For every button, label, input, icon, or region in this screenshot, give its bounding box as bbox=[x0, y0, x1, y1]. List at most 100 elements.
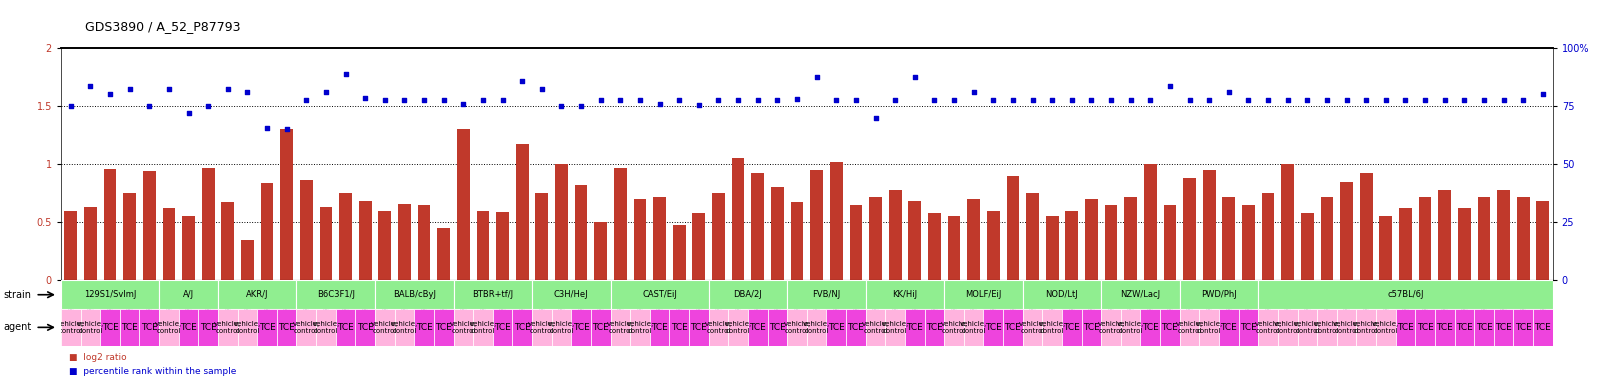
Point bbox=[568, 103, 593, 109]
Text: PWD/PhJ: PWD/PhJ bbox=[1201, 290, 1237, 299]
Point bbox=[1216, 89, 1241, 95]
Bar bbox=[140, 309, 159, 346]
Bar bbox=[1262, 193, 1275, 280]
Bar bbox=[555, 164, 568, 280]
Bar bbox=[747, 309, 768, 346]
Bar bbox=[1065, 210, 1078, 280]
Bar bbox=[885, 309, 905, 346]
Text: vehicle,
control: vehicle, control bbox=[292, 321, 319, 334]
Bar bbox=[908, 201, 921, 280]
Point bbox=[510, 78, 536, 84]
Point bbox=[313, 89, 338, 95]
Bar bbox=[61, 309, 80, 346]
Text: TCE: TCE bbox=[670, 323, 688, 332]
Bar bbox=[316, 309, 335, 346]
Bar bbox=[751, 174, 764, 280]
Point bbox=[77, 83, 103, 89]
Bar bbox=[319, 207, 332, 280]
Text: vehicle,
control: vehicle, control bbox=[882, 321, 909, 334]
Text: vehicle,
control: vehicle, control bbox=[940, 321, 967, 334]
Text: C3H/HeJ: C3H/HeJ bbox=[553, 290, 589, 299]
Point bbox=[1530, 91, 1556, 98]
Bar bbox=[595, 222, 606, 280]
Bar bbox=[986, 210, 999, 280]
Bar bbox=[1493, 309, 1514, 346]
Point bbox=[725, 97, 751, 103]
Text: TCE: TCE bbox=[1063, 323, 1079, 332]
Bar bbox=[1282, 164, 1294, 280]
Bar bbox=[159, 280, 218, 309]
Bar bbox=[1436, 309, 1455, 346]
Bar bbox=[1163, 205, 1176, 280]
Bar bbox=[653, 197, 666, 280]
Bar bbox=[634, 199, 646, 280]
Bar bbox=[845, 309, 866, 346]
Bar bbox=[574, 185, 587, 280]
Bar bbox=[948, 217, 961, 280]
Bar bbox=[1301, 213, 1314, 280]
Bar bbox=[83, 207, 96, 280]
Bar bbox=[630, 309, 650, 346]
Point bbox=[627, 97, 653, 103]
Text: vehicle,
control: vehicle, control bbox=[961, 321, 988, 334]
Text: vehicle,
control: vehicle, control bbox=[861, 321, 889, 334]
Text: TCE: TCE bbox=[847, 323, 865, 332]
Text: vehicle,
control: vehicle, control bbox=[783, 321, 810, 334]
Bar bbox=[335, 309, 356, 346]
Bar bbox=[457, 129, 470, 280]
Text: TCE: TCE bbox=[1083, 323, 1100, 332]
Bar bbox=[496, 212, 508, 280]
Point bbox=[156, 86, 181, 92]
Text: vehicle,
control: vehicle, control bbox=[804, 321, 831, 334]
Bar bbox=[709, 280, 788, 309]
Text: vehicle,
control: vehicle, control bbox=[1038, 321, 1065, 334]
Text: vehicle,
control: vehicle, control bbox=[1176, 321, 1203, 334]
Point bbox=[1156, 83, 1182, 89]
Text: vehicle,
control: vehicle, control bbox=[77, 321, 104, 334]
Bar bbox=[300, 180, 313, 280]
Point bbox=[804, 74, 829, 80]
Text: vehicle,
control: vehicle, control bbox=[1352, 321, 1379, 334]
Bar bbox=[1046, 217, 1059, 280]
Text: TCE: TCE bbox=[749, 323, 767, 332]
Bar bbox=[104, 169, 117, 280]
Text: vehicle,
control: vehicle, control bbox=[725, 321, 752, 334]
Bar bbox=[512, 309, 533, 346]
Point bbox=[1314, 97, 1339, 103]
Bar bbox=[1278, 309, 1298, 346]
Bar bbox=[552, 309, 571, 346]
Point bbox=[942, 97, 967, 103]
Point bbox=[353, 95, 379, 101]
Point bbox=[1039, 97, 1065, 103]
Bar bbox=[929, 213, 942, 280]
Text: MOLF/EiJ: MOLF/EiJ bbox=[966, 290, 1001, 299]
Bar bbox=[788, 280, 866, 309]
Bar bbox=[709, 309, 728, 346]
Point bbox=[863, 115, 889, 121]
Bar bbox=[983, 309, 1002, 346]
Bar bbox=[1537, 201, 1549, 280]
Text: TCE: TCE bbox=[279, 323, 295, 332]
Bar bbox=[395, 309, 414, 346]
Text: vehicle,
control: vehicle, control bbox=[156, 321, 183, 334]
Bar bbox=[199, 309, 218, 346]
Bar bbox=[1023, 280, 1102, 309]
Point bbox=[529, 86, 555, 92]
Bar bbox=[1533, 309, 1553, 346]
Bar bbox=[967, 199, 980, 280]
Bar bbox=[1514, 309, 1533, 346]
Bar bbox=[1144, 164, 1156, 280]
Text: AKR/J: AKR/J bbox=[245, 290, 268, 299]
Bar bbox=[438, 228, 451, 280]
Bar bbox=[1376, 309, 1395, 346]
Bar bbox=[1179, 309, 1200, 346]
Text: TCE: TCE bbox=[1476, 323, 1492, 332]
Bar bbox=[454, 280, 533, 309]
Point bbox=[470, 97, 496, 103]
Text: B6C3F1/J: B6C3F1/J bbox=[316, 290, 354, 299]
Bar bbox=[1477, 197, 1490, 280]
Bar bbox=[414, 309, 433, 346]
Text: TCE: TCE bbox=[573, 323, 589, 332]
Text: TCE: TCE bbox=[1142, 323, 1158, 332]
Bar bbox=[1497, 190, 1509, 280]
